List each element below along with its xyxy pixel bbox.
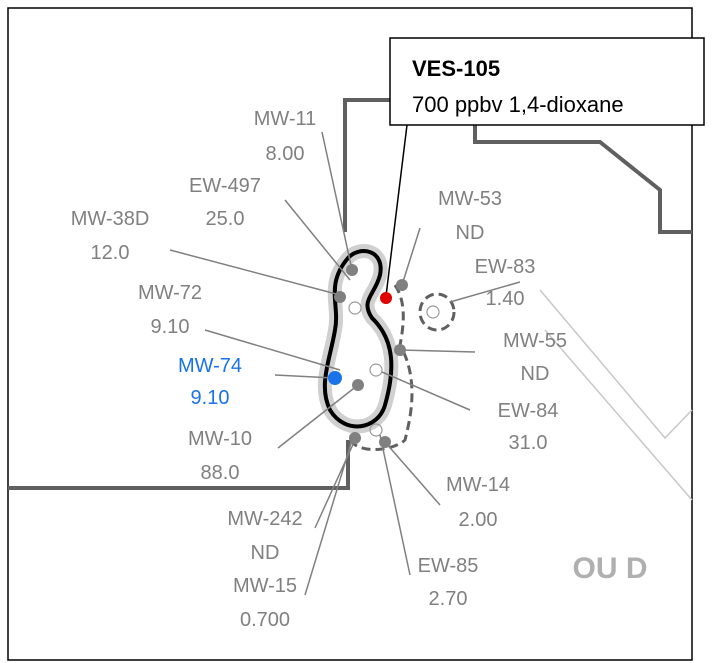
- well-name: MW-55: [503, 330, 567, 352]
- wells: [328, 264, 440, 448]
- well-value: 9.10: [151, 316, 190, 338]
- well: [394, 344, 406, 356]
- well-name: MW-53: [438, 188, 502, 210]
- well-value: 25.0: [206, 208, 245, 230]
- callout-leader: [385, 124, 408, 297]
- well-value: 88.0: [201, 462, 240, 484]
- ves-point: [380, 292, 392, 304]
- plume-dashed: [348, 284, 414, 451]
- light-boundary: [539, 289, 693, 501]
- region-label: OU D: [573, 552, 648, 585]
- well: [396, 279, 408, 291]
- well-value: ND: [251, 542, 280, 564]
- well-value: ND: [521, 363, 550, 385]
- well: [379, 436, 391, 448]
- well-value: 8.00: [266, 143, 305, 165]
- leader-line: [169, 131, 521, 596]
- callout-title: VES-105: [412, 56, 500, 81]
- well-value: 2.70: [429, 588, 468, 610]
- extraction-well: [348, 301, 362, 315]
- well-value: ND: [456, 222, 485, 244]
- well-name: EW-497: [189, 175, 261, 197]
- well-value: 1.40: [486, 288, 525, 310]
- plume-outline: [322, 249, 394, 429]
- extraction-well: [369, 423, 383, 437]
- well: [334, 291, 346, 303]
- callout-box: [389, 37, 705, 126]
- well-value: 12.0: [91, 242, 130, 264]
- well-highlight: [328, 371, 342, 385]
- well-name: MW-11: [254, 108, 317, 130]
- well: [346, 264, 358, 276]
- extraction-well: [426, 305, 440, 319]
- well-name: EW-85: [418, 555, 479, 577]
- well-name: MW-242: [227, 508, 302, 530]
- well-value: 2.00: [459, 509, 498, 531]
- extraction-well: [369, 363, 383, 377]
- well-value: 31.0: [509, 432, 548, 454]
- well: [349, 432, 361, 444]
- well-name: MW-14: [446, 474, 510, 496]
- well-name: MW-10: [188, 428, 252, 450]
- well-name: MW-38D: [71, 208, 150, 230]
- well-name: MW-72: [138, 282, 202, 304]
- well-name: MW-74: [178, 355, 242, 377]
- well-name: EW-84: [498, 400, 559, 422]
- well-value: 9.10: [191, 387, 230, 409]
- plume-dashed: [418, 292, 456, 332]
- well: [352, 379, 364, 391]
- well-name: EW-83: [475, 256, 536, 278]
- ou-boundary: [343, 98, 692, 234]
- callout-text: 700 ppbv 1,4-dioxane: [412, 92, 624, 117]
- well-value: 0.700: [240, 609, 290, 631]
- well-name: MW-15: [233, 575, 297, 597]
